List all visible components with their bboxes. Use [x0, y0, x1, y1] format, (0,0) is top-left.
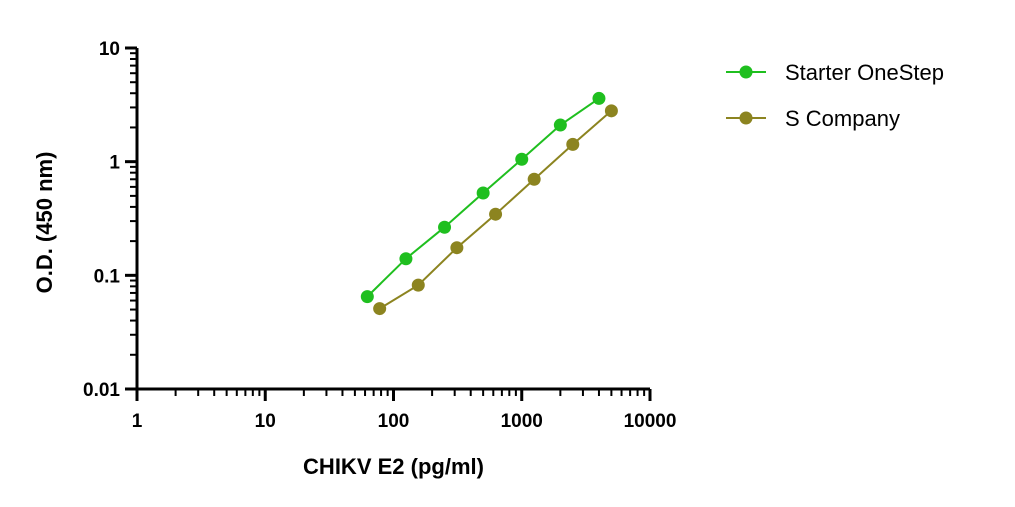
legend-item: Starter OneStep — [726, 60, 944, 85]
series-group — [373, 104, 618, 316]
x-tick-label: 10 — [255, 411, 276, 432]
data-point — [450, 241, 464, 255]
y-axis-title: O.D. (450 nm) — [32, 152, 57, 294]
y-tick-label: 10 — [99, 39, 120, 60]
data-point — [476, 186, 490, 200]
x-axis-title: CHIKV E2 (pg/ml) — [303, 454, 484, 479]
series-layer — [360, 91, 618, 316]
data-point — [399, 252, 413, 266]
data-point — [515, 152, 529, 166]
x-tick-label: 10000 — [624, 411, 677, 432]
legend: Starter OneStep S Company — [726, 60, 944, 131]
y-tick-label: 0.1 — [94, 266, 121, 287]
data-point — [604, 104, 618, 118]
legend-label: Starter OneStep — [785, 60, 944, 85]
data-point — [527, 172, 541, 186]
data-point — [553, 118, 567, 132]
legend-marker — [739, 111, 753, 125]
series-group — [360, 91, 606, 304]
y-tick-label: 1 — [109, 153, 120, 174]
data-point — [438, 220, 452, 234]
x-tick-label: 100 — [378, 411, 410, 432]
axes: 0.01 0.1 1 10 1 10 100 1000 10000 — [83, 39, 676, 432]
data-point — [360, 290, 374, 304]
legend-marker — [739, 65, 753, 79]
legend-item: S Company — [726, 106, 900, 131]
x-tick-label: 1 — [132, 411, 143, 432]
data-point — [592, 91, 606, 105]
data-point — [411, 278, 425, 292]
data-point — [489, 207, 503, 221]
data-point — [373, 302, 387, 316]
x-tick-label: 1000 — [501, 411, 543, 432]
legend-label: S Company — [785, 106, 900, 131]
y-tick-label: 0.01 — [83, 380, 120, 401]
data-point — [566, 137, 580, 151]
